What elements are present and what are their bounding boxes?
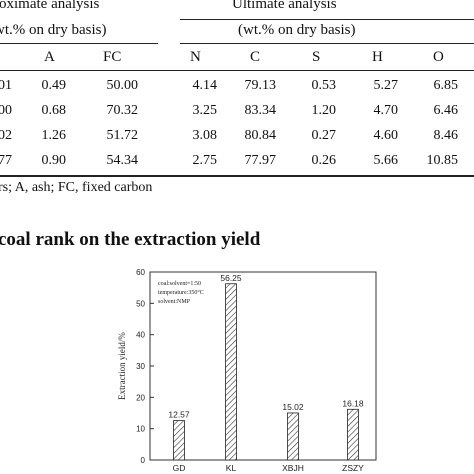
column-header-fc: FC xyxy=(103,49,122,65)
table-cell: 77.97 xyxy=(244,153,277,168)
bar-gd xyxy=(173,420,185,461)
bar-value-label: 12.57 xyxy=(168,410,190,420)
y-tick-label: 10 xyxy=(136,425,145,434)
table-cell: 0.27 xyxy=(311,128,337,143)
table-cell: 51.72 xyxy=(106,128,139,143)
extraction-yield-chart: 0 10 20 30 40 50 60 Extraction yield/% coal:solv… xyxy=(117,268,377,473)
table-cell: 4.60 xyxy=(373,128,399,143)
x-tick-label: XBJH xyxy=(282,463,304,473)
table-cell: 1.26 xyxy=(41,128,67,143)
y-tick-label: 40 xyxy=(136,331,145,340)
chart-annotation: coal:solvent=1:50 xyxy=(158,281,201,287)
chart-annotation: solvent:NMP xyxy=(158,299,191,305)
y-tick-label: 20 xyxy=(136,393,145,402)
table-cell: 54.34 xyxy=(106,153,139,168)
x-tick-label: KL xyxy=(226,463,237,473)
table-cell: 4.14 xyxy=(192,78,218,93)
bar-kl xyxy=(225,283,237,461)
x-tick-label: ZSZY xyxy=(342,463,364,473)
y-tick-label: 60 xyxy=(136,268,145,277)
column-header-n: N xyxy=(190,49,201,65)
ultimate-basis-label: (wt.% on dry basis) xyxy=(238,22,356,38)
table-footnote: rs; A, ash; FC, fixed carbon xyxy=(0,180,153,195)
ultimate-header-rule xyxy=(180,19,474,20)
table-cell: 70.32 xyxy=(106,103,139,118)
table-cell: 0.68 xyxy=(41,103,67,118)
proximate-analysis-header: roximate analysis xyxy=(0,0,100,12)
table-cell: 79.13 xyxy=(244,78,277,93)
column-header-h: H xyxy=(372,49,383,65)
table-row-id: 77 xyxy=(0,153,12,168)
table-row-id: 00 xyxy=(0,103,12,118)
y-axis-label: Extraction yield/% xyxy=(117,332,127,400)
table-cell: 3.25 xyxy=(192,103,218,118)
chart-annotation: temperature:350°C xyxy=(158,289,204,296)
bar-value-label: 16.18 xyxy=(342,398,364,408)
column-header-c: C xyxy=(250,49,261,65)
proximate-header-rule xyxy=(0,43,158,44)
table-cell: 10.85 xyxy=(426,153,459,168)
table-cell: 1.20 xyxy=(311,103,337,118)
table-cell: 5.27 xyxy=(373,78,399,93)
table-cell: 5.66 xyxy=(373,153,399,168)
ultimate-basis-rule xyxy=(180,43,474,44)
table-cell: 2.75 xyxy=(192,153,218,168)
ultimate-analysis-header: Ultimate analysis xyxy=(232,0,337,12)
table-cell: 8.46 xyxy=(433,128,459,143)
table-cell: 80.84 xyxy=(244,128,277,143)
table-cell: 3.08 xyxy=(192,128,218,143)
section-title: coal rank on the extraction yield xyxy=(0,229,261,250)
table-cell: 50.00 xyxy=(106,78,139,93)
bar-zszy xyxy=(347,408,359,461)
bar-value-label: 15.02 xyxy=(282,402,304,412)
y-tick-label: 30 xyxy=(136,362,145,371)
table-cell: 4.70 xyxy=(373,103,399,118)
table-cell: 0.49 xyxy=(41,78,67,93)
column-header-a: A xyxy=(44,49,55,65)
table-cell: 0.26 xyxy=(311,153,337,168)
bar-value-label: 56.25 xyxy=(220,273,242,283)
table-cell: 6.46 xyxy=(433,103,459,118)
table-cell: 0.53 xyxy=(311,78,337,93)
table-row-id: 02 xyxy=(0,128,12,143)
column-header-o: O xyxy=(433,49,444,65)
proximate-basis-label: wt.% on dry basis) xyxy=(0,22,107,38)
table-cell: 6.85 xyxy=(433,78,459,93)
table-bottom-rule xyxy=(0,175,474,177)
table-cell: 0.90 xyxy=(41,153,67,168)
bar-xbjh xyxy=(287,412,299,461)
y-tick-label: 0 xyxy=(141,456,146,465)
y-tick-label: 50 xyxy=(136,299,145,308)
table-cell: 83.34 xyxy=(244,103,277,118)
table-header-rule xyxy=(0,70,474,71)
x-tick-label: GD xyxy=(173,463,186,473)
column-header-s: S xyxy=(312,49,321,65)
table-row-id: 01 xyxy=(0,78,12,93)
